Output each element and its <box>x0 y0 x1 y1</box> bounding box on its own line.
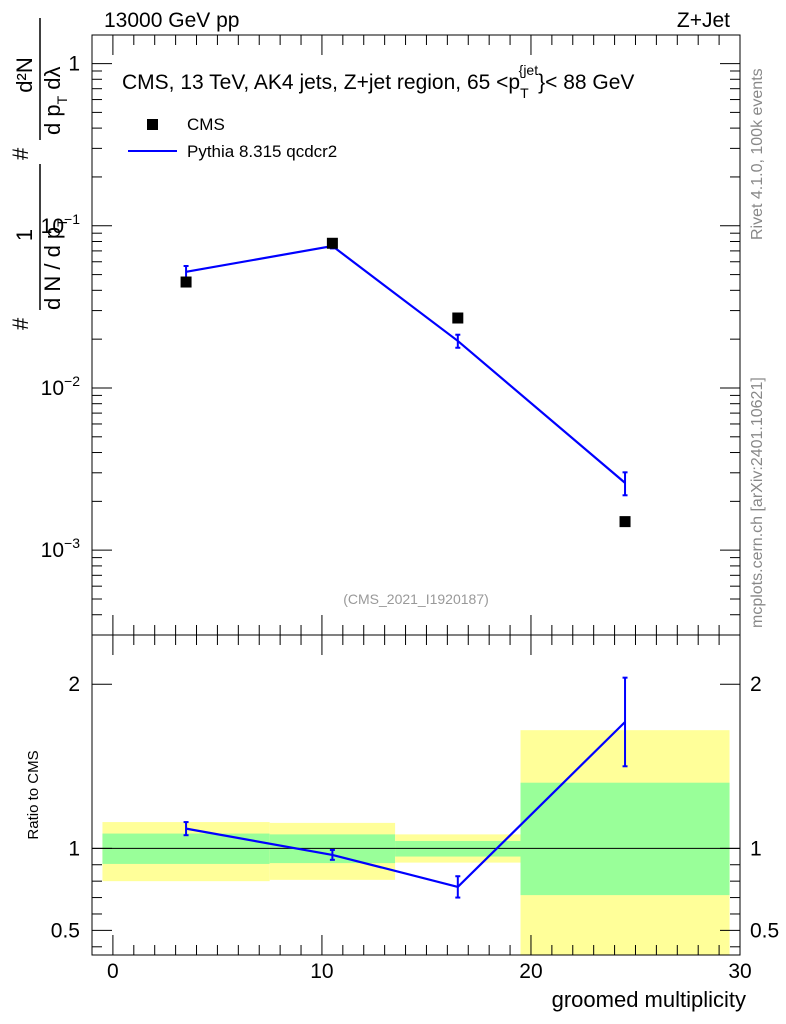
main-y-axis-label: # 1 d N / d pT # d²N d pT dλ <box>8 18 70 330</box>
legend-cms-marker <box>147 119 158 130</box>
header-right-label: Z+Jet <box>677 9 730 32</box>
ratio-uncertainty-bands <box>102 730 730 955</box>
main-panel: 1 10−1 10−2 10−3 CMS, 13 TeV, AK4 jets, Z+j… <box>8 18 741 636</box>
x-tick-labels: 0 10 20 30 <box>107 960 752 983</box>
plot-title: CMS, 13 TeV, AK4 jets, Z+jet region, 65 … <box>122 62 634 101</box>
cms-data-point <box>619 516 631 528</box>
rivet-version-label: Rivet 4.1.0, 100k events <box>749 68 766 240</box>
ylabel-denominator-1: d N / d pT <box>40 218 70 310</box>
ratio-stat-uncertainty-band <box>520 782 730 896</box>
x-axis-label: groomed multiplicity <box>552 987 746 1012</box>
main-y-tick-labels: 1 10−1 10−2 10−3 <box>41 53 81 563</box>
cms-data-point <box>326 237 338 249</box>
cms-data-point <box>452 312 464 324</box>
ratio-axis-ticks <box>92 635 741 955</box>
header-left-label: 13000 GeV pp <box>104 9 239 32</box>
legend-pythia-label: Pythia 8.315 qcdcr2 <box>187 142 337 161</box>
mcplots-source-label: mcplots.cern.ch [arXiv:2401.10621] <box>749 377 766 628</box>
ratio-y-tick-label-left: 2 <box>68 673 80 696</box>
main-axis-ticks <box>92 35 741 636</box>
ratio-y-tick-label-right: 1 <box>750 837 762 860</box>
ratio-y-tick-label-right: 2 <box>750 673 762 696</box>
ylabel-numerator-1: 1 <box>12 229 37 241</box>
analysis-watermark: (CMS_2021_I1920187) <box>343 591 489 607</box>
main-y-tick-label: 10−3 <box>41 535 81 562</box>
legend: CMS Pythia 8.315 qcdcr2 <box>128 115 337 161</box>
ratio-y-tick-label-left: 1 <box>68 837 80 860</box>
ratio-data-layer <box>183 676 628 899</box>
pythia-curve <box>185 244 626 484</box>
ratio-y-tick-label-left: 0.5 <box>51 919 80 942</box>
ylabel-numerator-2: d²N <box>12 57 37 92</box>
cms-data-point <box>180 276 192 288</box>
x-tick-label: 10 <box>310 960 333 983</box>
ylabel-hash-1: # <box>8 317 33 330</box>
x-tick-label: 20 <box>519 960 542 983</box>
main-y-tick-label: 10−1 <box>41 211 81 238</box>
ratio-y-axis-label: Ratio to CMS <box>25 750 42 839</box>
ratio-y-tick-label-right: 0.5 <box>750 919 779 942</box>
main-data-layer <box>180 237 631 528</box>
ratio-y-tick-labels: 0.5 0.5 1 1 2 2 <box>51 673 779 942</box>
x-tick-label: 30 <box>728 960 751 983</box>
ratio-pythia-curve <box>185 721 626 889</box>
main-y-tick-label: 1 <box>68 53 80 76</box>
ratio-panel: 0.5 0.5 1 1 2 2 0 10 20 30 Ratio to CMS groomed … <box>25 634 779 1012</box>
x-tick-label: 0 <box>107 960 119 983</box>
main-y-tick-label: 10−2 <box>41 373 81 400</box>
legend-cms-label: CMS <box>187 115 225 134</box>
ratio-panel-frame <box>91 634 741 956</box>
ylabel-hash-2: # <box>8 147 33 160</box>
ylabel-denominator-2: d pT dλ <box>40 66 70 135</box>
